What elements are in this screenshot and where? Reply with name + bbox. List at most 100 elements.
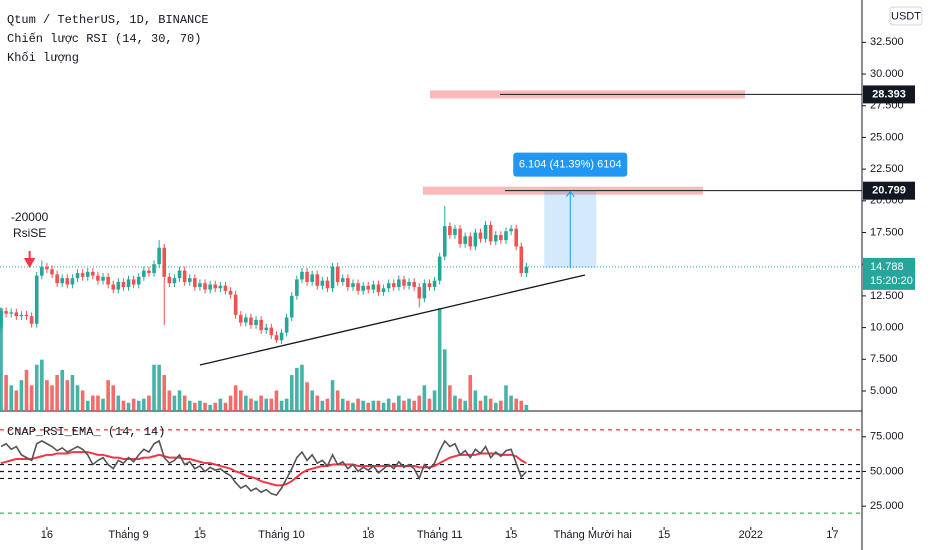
volume-bar (208, 404, 212, 411)
volume-bar (361, 400, 365, 411)
candle-body (427, 283, 432, 288)
volume-bar (453, 395, 457, 411)
candle-body (157, 247, 161, 265)
y-tick-label: 10.000 (870, 321, 904, 333)
candle-body (238, 314, 243, 323)
volume-bar (249, 398, 253, 411)
candle-body (514, 228, 518, 247)
volume-bar (193, 402, 197, 411)
x-tick-label: Tháng 9 (108, 529, 148, 541)
currency-button[interactable] (889, 6, 923, 26)
candle-body (356, 283, 360, 291)
candle-body (218, 285, 223, 289)
rsi-title: CNAP_RSI_EMA_ (14, 14) (7, 425, 165, 439)
rsi-y-tick-label: 25.000 (870, 500, 904, 512)
candle-body (244, 317, 248, 323)
volume-bar (238, 390, 243, 411)
candle-body (483, 224, 488, 239)
candle-body (397, 279, 401, 288)
volume-bar (300, 364, 304, 411)
candle-body (121, 281, 126, 288)
volume-bar (264, 398, 269, 411)
price-label-bg (863, 85, 915, 104)
candle-body (407, 281, 411, 286)
volume-bar (279, 400, 284, 411)
volume-bar (4, 375, 8, 411)
volume-bar (14, 390, 19, 411)
volume-bar (509, 395, 513, 411)
candle-body (24, 314, 29, 317)
candle-body (468, 236, 473, 247)
volume-bar (0, 308, 3, 411)
candle-body (0, 311, 3, 328)
candle-body (208, 284, 212, 290)
candle-body (381, 288, 386, 293)
volume-bar (407, 398, 411, 411)
x-tick-label: 17 (826, 529, 838, 541)
countdown: 15:20:20 (870, 275, 913, 287)
volume-bar (499, 400, 503, 411)
candle-body (162, 247, 167, 277)
volume-bar (157, 364, 161, 411)
volume-bar (335, 390, 340, 411)
candle-body (147, 270, 151, 274)
candle-body (509, 228, 513, 232)
candle-body (167, 276, 172, 284)
candle-body (152, 264, 156, 274)
trendline (199, 274, 586, 366)
candle-body (213, 284, 218, 289)
volume-bar (463, 400, 467, 411)
candle-body (34, 275, 39, 324)
currency[interactable]: USDT (891, 10, 921, 22)
volume-bar (101, 398, 105, 411)
volume-bar (417, 395, 422, 411)
candle-body (463, 236, 467, 244)
candle-body (203, 283, 207, 290)
current-price-label: 14.788 (870, 261, 904, 273)
volume-bar (233, 385, 238, 411)
candle-body (448, 226, 452, 236)
candle-body (4, 311, 8, 314)
volume-bar (116, 395, 121, 411)
x-tick-label: 15 (658, 529, 670, 541)
volume-bar (381, 402, 386, 411)
candle-body (254, 319, 258, 326)
candle-body (391, 283, 396, 288)
candle-body (458, 228, 462, 244)
y-tick-label: 22.500 (870, 163, 904, 175)
candle-body (228, 290, 233, 295)
candle-body (524, 266, 529, 274)
volume-bar (315, 395, 320, 411)
volume-bar (478, 400, 483, 411)
candle-body (223, 285, 228, 291)
x-tick-label: 18 (362, 529, 374, 541)
volume-bar (284, 398, 289, 411)
volume-bar (147, 395, 151, 411)
price-label-bg (863, 181, 915, 200)
volume-bar (493, 402, 498, 411)
volume-bar (504, 385, 508, 411)
volume-bar (514, 398, 518, 411)
candle-body (106, 276, 110, 285)
volume-bar (9, 385, 14, 411)
volume-bar (162, 375, 167, 411)
measure-label: 6.104 (41.39%) 6104 (519, 159, 622, 171)
volume-bar (488, 398, 493, 411)
volume-bar (346, 400, 350, 411)
volume-bar (340, 398, 345, 411)
rsi-y-tick-label: 75.000 (870, 431, 904, 443)
volume-bar (182, 395, 187, 411)
candle-body (249, 317, 253, 326)
legend-volume: Khối lượng (7, 51, 79, 65)
volume-bar (391, 402, 396, 411)
volume-bar (376, 400, 381, 411)
candle-body (233, 294, 238, 315)
candle-body (325, 280, 330, 289)
x-tick-label: Tháng 10 (258, 529, 304, 541)
volume-bar (131, 398, 136, 411)
rsi-ema-line (0, 451, 527, 487)
volume-bar (437, 308, 442, 411)
candle-body (198, 283, 202, 288)
volume-bar (325, 398, 330, 411)
candle-body (136, 276, 141, 285)
